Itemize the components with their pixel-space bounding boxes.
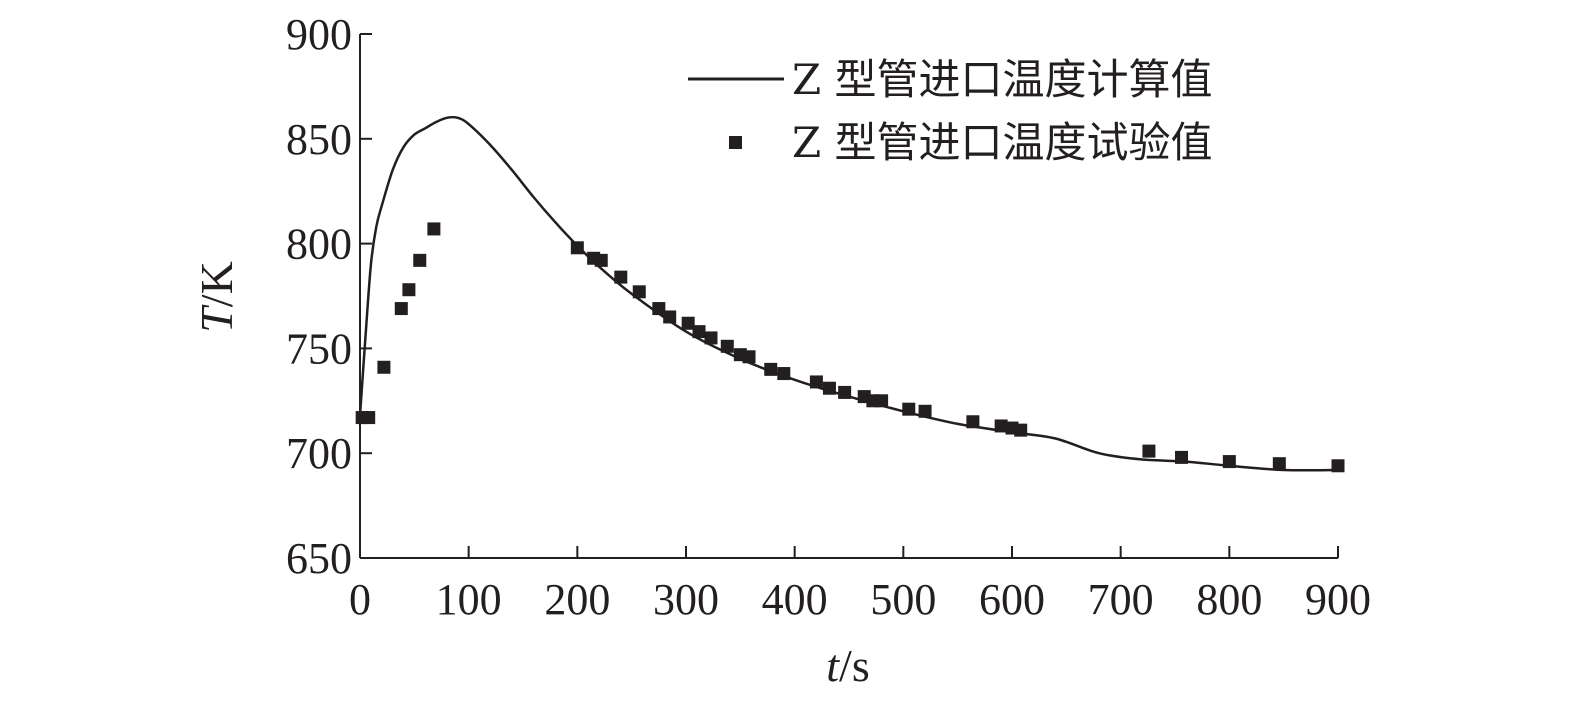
- experimental-temperature-point: [377, 360, 391, 374]
- y-tick-label: 800: [286, 220, 352, 269]
- experimental-temperature-point: [902, 402, 916, 416]
- y-axis-variable: T: [191, 304, 242, 333]
- x-tick-label: 500: [870, 575, 936, 624]
- x-tick-label: 100: [436, 575, 502, 624]
- x-tick-label: 300: [653, 575, 719, 624]
- experimental-temperature-point: [362, 411, 376, 425]
- y-tick-label: 850: [286, 115, 352, 164]
- experimental-temperature-point: [1222, 455, 1236, 469]
- experimental-temperature-point: [838, 385, 852, 399]
- y-tick-label: 700: [286, 429, 352, 478]
- experimental-temperature-point: [720, 339, 734, 353]
- x-axis-label: t/s: [826, 640, 869, 691]
- x-ticks: 0 100 200 300 400 500 600 700 800 900: [349, 546, 1371, 624]
- experimental-temperature-point: [1175, 450, 1189, 464]
- legend-label-calculated: Z 型管进口温度计算值: [792, 55, 1213, 104]
- x-tick-label: 700: [1088, 575, 1154, 624]
- x-tick-label: 200: [544, 575, 610, 624]
- x-tick-label: 0: [349, 575, 371, 624]
- experimental-temperature-point: [742, 350, 756, 364]
- experimental-temperature-point: [764, 362, 778, 376]
- calculated-temperature-line: [358, 115, 1339, 472]
- experimental-temperature-point: [413, 253, 427, 267]
- experimental-temperature-point: [663, 310, 677, 324]
- experimental-temperature-point: [614, 270, 628, 284]
- experimental-temperature-point: [704, 331, 718, 345]
- y-axis-label: T/K: [191, 261, 242, 333]
- y-ticks: 650 700 750 800 850 900: [286, 10, 372, 583]
- y-tick-label: 650: [286, 534, 352, 583]
- y-tick-label: 900: [286, 10, 352, 59]
- experimental-temperature-point: [594, 253, 608, 267]
- experimental-temperature-point: [681, 316, 695, 330]
- x-tick-label: 900: [1305, 575, 1371, 624]
- y-axis-unit: /K: [191, 261, 242, 307]
- x-tick-label: 400: [762, 575, 828, 624]
- experimental-temperature-point: [570, 241, 584, 255]
- experimental-temperature-point: [1142, 444, 1156, 458]
- experimental-temperature-point: [1272, 457, 1286, 471]
- legend-label-experimental: Z 型管进口温度试验值: [792, 118, 1213, 167]
- experimental-temperature-point: [692, 325, 706, 339]
- x-tick-label: 800: [1196, 575, 1262, 624]
- experimental-temperature-point: [652, 302, 666, 316]
- y-tick-label: 750: [286, 324, 352, 373]
- experimental-temperature-point: [966, 415, 980, 429]
- experimental-temperature-point: [427, 222, 441, 236]
- experimental-temperature-point: [918, 404, 932, 418]
- experimental-temperature-point: [1331, 459, 1345, 473]
- experimental-temperature-point: [1014, 423, 1028, 437]
- legend-marker-swatch: [729, 136, 742, 149]
- x-axis-variable: t: [826, 640, 840, 691]
- x-axis-unit: /s: [839, 640, 870, 691]
- experimental-temperature-point: [777, 367, 791, 381]
- experimental-temperature-point: [822, 381, 836, 395]
- experimental-temperature-point: [394, 302, 408, 316]
- x-tick-label: 600: [979, 575, 1045, 624]
- axes: [359, 34, 1338, 559]
- experimental-temperature-point: [875, 394, 889, 408]
- experimental-temperature-point: [809, 375, 823, 389]
- experimental-temperature-point: [632, 285, 646, 299]
- legend: Z 型管进口温度计算值 Z 型管进口温度试验值: [688, 55, 1213, 167]
- experimental-temperature-point: [994, 419, 1008, 433]
- plot-area: [355, 115, 1345, 473]
- experimental-temperature-point: [402, 283, 416, 297]
